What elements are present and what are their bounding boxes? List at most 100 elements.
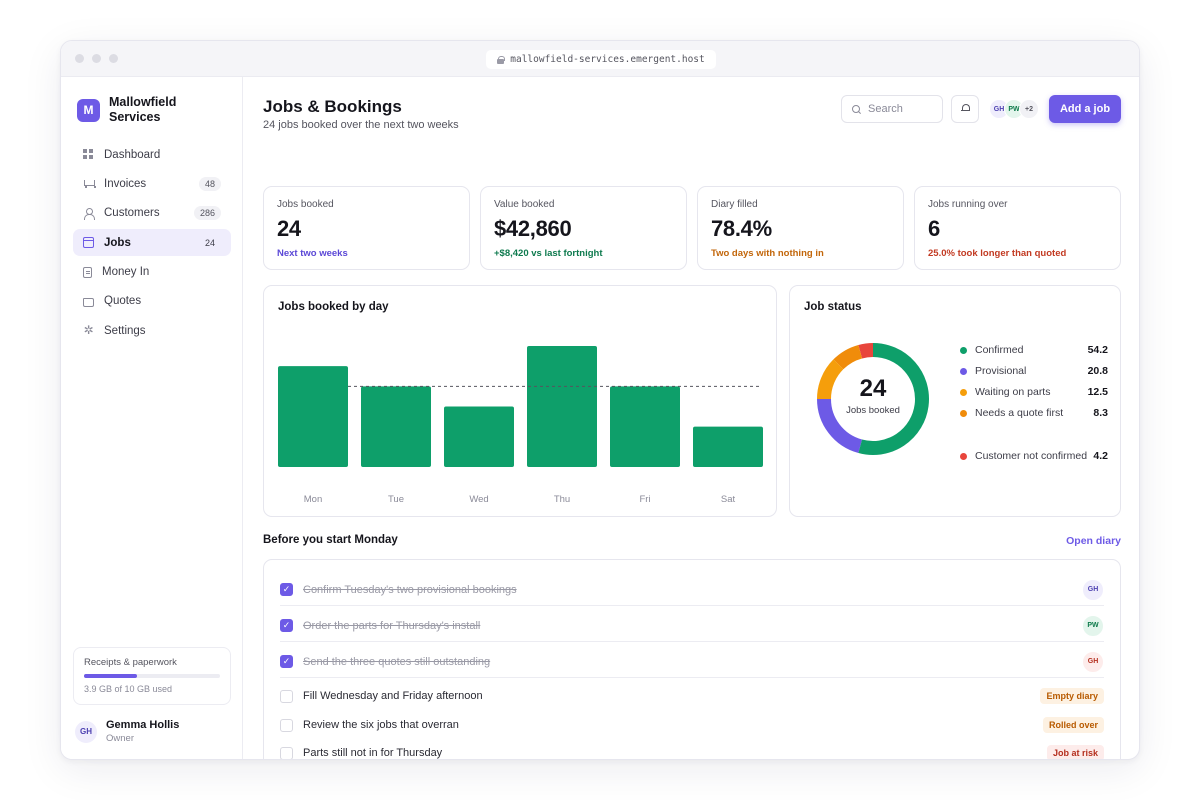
assignee-avatar[interactable]: GH bbox=[1082, 650, 1104, 673]
storage-card[interactable]: Receipts & paperwork 3.9 GB of 10 GB use… bbox=[73, 647, 231, 705]
user-name: Gemma Hollis bbox=[106, 719, 180, 731]
task-text: Review the six jobs that overran bbox=[303, 719, 459, 731]
task-checkbox[interactable]: ✓ bbox=[280, 655, 293, 668]
bell-icon bbox=[961, 104, 970, 113]
stat-value: 78.4% bbox=[711, 216, 772, 241]
sidebar-item-invoices[interactable]: Invoices 48 bbox=[73, 170, 231, 197]
task-checkbox[interactable] bbox=[280, 746, 293, 759]
task-checkbox[interactable] bbox=[280, 718, 293, 732]
sidebar-item-quotes[interactable]: Quotes bbox=[73, 288, 231, 315]
stat-value: $42,860 bbox=[494, 216, 572, 241]
legend-swatch bbox=[960, 452, 967, 460]
search-icon bbox=[852, 104, 861, 114]
user-profile[interactable]: GH Gemma Hollis Owner bbox=[75, 719, 179, 744]
task-checkbox[interactable] bbox=[280, 689, 293, 703]
legend-label: Confirmed bbox=[975, 344, 1024, 356]
assignee-avatar[interactable]: PW bbox=[1082, 614, 1104, 637]
task-item[interactable]: ✓ Order the parts for Thursday's install P… bbox=[280, 610, 1104, 642]
minimize-window-dot[interactable] bbox=[92, 54, 101, 63]
task-checkbox[interactable]: ✓ bbox=[280, 619, 293, 632]
bar-thu bbox=[527, 346, 597, 467]
task-item[interactable]: Fill Wednesday and Friday afternoon Empty… bbox=[280, 684, 1104, 708]
donut-segment-customer-not-confirmed bbox=[858, 343, 874, 359]
notifications-button[interactable] bbox=[951, 95, 979, 123]
legend-item: Waiting on parts 12.5 bbox=[960, 386, 1108, 398]
storage-progress-track bbox=[84, 674, 220, 678]
stat-value: 6 bbox=[928, 216, 940, 241]
bar-chart-card: Jobs booked by day Mon Tue Wed Thu Fri Sat bbox=[263, 285, 777, 517]
browser-window: mallowfield-services.emergent.host M Mal… bbox=[60, 40, 1140, 760]
user-role: Owner bbox=[106, 733, 134, 744]
main-content: Jobs & Bookings 24 jobs booked over the … bbox=[263, 77, 1121, 759]
stat-label: Diary filled bbox=[711, 199, 758, 210]
donut-segment-confirmed bbox=[858, 343, 929, 455]
storage-progress-fill bbox=[84, 674, 138, 678]
donut-chart-card: Job status 24 Jobs booked Confirmed 54.2 P… bbox=[789, 285, 1121, 517]
donut-center-label: Jobs booked bbox=[846, 405, 900, 416]
sidebar-item-label: Quotes bbox=[104, 295, 142, 308]
address-bar[interactable]: mallowfield-services.emergent.host bbox=[486, 50, 716, 69]
task-item[interactable]: ✓ Confirm Tuesday's two provisional booki… bbox=[280, 574, 1104, 606]
sidebar-item-label: Dashboard bbox=[104, 148, 161, 161]
maximize-window-dot[interactable] bbox=[109, 54, 118, 63]
legend-value: 54.2 bbox=[1087, 344, 1108, 356]
add-job-button[interactable]: Add a job bbox=[1049, 95, 1121, 123]
legend-label: Customer not confirmed bbox=[975, 450, 1088, 462]
stat-card-diary-filled: Diary filled 78.4% Two days with nothing… bbox=[697, 186, 904, 270]
x-tick-label: Tue bbox=[388, 494, 404, 505]
stat-card-jobs-booked: Jobs booked 24 Next two weeks bbox=[263, 186, 470, 270]
task-item[interactable]: Parts still not in for Thursday Job at ri… bbox=[280, 741, 1104, 759]
stat-label: Jobs booked bbox=[277, 199, 334, 210]
legend-swatch bbox=[960, 346, 967, 354]
donut-segment-needs-a-quote-first bbox=[833, 344, 863, 370]
task-text: Send the three quotes still outstanding bbox=[303, 655, 491, 668]
legend-value: 12.5 bbox=[1087, 386, 1108, 398]
sidebar-item-label: Money In bbox=[102, 266, 150, 279]
avatar: GH bbox=[75, 720, 97, 743]
legend-label: Waiting on parts bbox=[975, 386, 1051, 398]
x-tick-label: Mon bbox=[304, 494, 322, 505]
grid-icon bbox=[83, 149, 94, 160]
task-checkbox[interactable]: ✓ bbox=[280, 583, 293, 596]
cart-icon bbox=[83, 178, 96, 189]
team-avatar[interactable]: +2 bbox=[1019, 99, 1039, 119]
stat-card-jobs-running-over: Jobs running over 6 25.0% took longer th… bbox=[914, 186, 1121, 270]
x-tick-label: Fri bbox=[639, 494, 650, 505]
chart-title: Jobs booked by day bbox=[278, 301, 389, 313]
sidebar-item-dashboard[interactable]: Dashboard bbox=[73, 141, 231, 168]
tasks-title: Before you start Monday bbox=[263, 534, 398, 546]
bar-chart: Mon Tue Wed Thu Fri Sat bbox=[278, 346, 763, 505]
assignee-avatar[interactable]: GH bbox=[1082, 578, 1104, 601]
search-placeholder: Search bbox=[868, 103, 903, 115]
open-diary-link[interactable]: Open diary bbox=[1066, 535, 1121, 547]
count-badge: 24 bbox=[204, 237, 215, 248]
task-text: Confirm Tuesday's two provisional bookin… bbox=[303, 583, 517, 596]
task-item[interactable]: Review the six jobs that overran Rolled o… bbox=[280, 713, 1104, 737]
donut-chart: 24 Jobs booked bbox=[817, 343, 929, 455]
bar-fri bbox=[610, 386, 680, 467]
sidebar-item-label: Settings bbox=[104, 324, 146, 337]
window-controls bbox=[75, 54, 118, 63]
sidebar-item-customers[interactable]: Customers 286 bbox=[73, 200, 231, 227]
bar-sat bbox=[693, 426, 763, 467]
x-tick-label: Thu bbox=[554, 494, 570, 505]
sidebar-item-label: Invoices bbox=[104, 177, 147, 190]
task-item[interactable]: ✓ Send the three quotes still outstanding… bbox=[280, 646, 1104, 678]
brand[interactable]: M Mallowfield Services bbox=[77, 95, 199, 125]
stat-note: Two days with nothing in bbox=[711, 248, 824, 259]
sidebar-item-settings[interactable]: ✲ Settings bbox=[73, 317, 231, 344]
storage-label: Receipts & paperwork bbox=[84, 657, 177, 668]
sidebar-item-money-in[interactable]: Money In bbox=[73, 259, 231, 286]
legend-label: Needs a quote first bbox=[975, 407, 1064, 419]
stat-label: Value booked bbox=[494, 199, 555, 210]
bar-tue bbox=[361, 386, 431, 467]
address-url: mallowfield-services.emergent.host bbox=[510, 54, 705, 65]
task-text: Parts still not in for Thursday bbox=[303, 747, 443, 759]
bar-mon bbox=[278, 366, 348, 467]
team-avatars[interactable]: GH PW +2 bbox=[989, 99, 1039, 119]
legend-value: 4.2 bbox=[1093, 450, 1108, 462]
search-input[interactable]: Search bbox=[841, 95, 943, 123]
bar-wed bbox=[444, 406, 514, 467]
close-window-dot[interactable] bbox=[75, 54, 84, 63]
sidebar-item-jobs[interactable]: Jobs 24 bbox=[73, 229, 231, 257]
